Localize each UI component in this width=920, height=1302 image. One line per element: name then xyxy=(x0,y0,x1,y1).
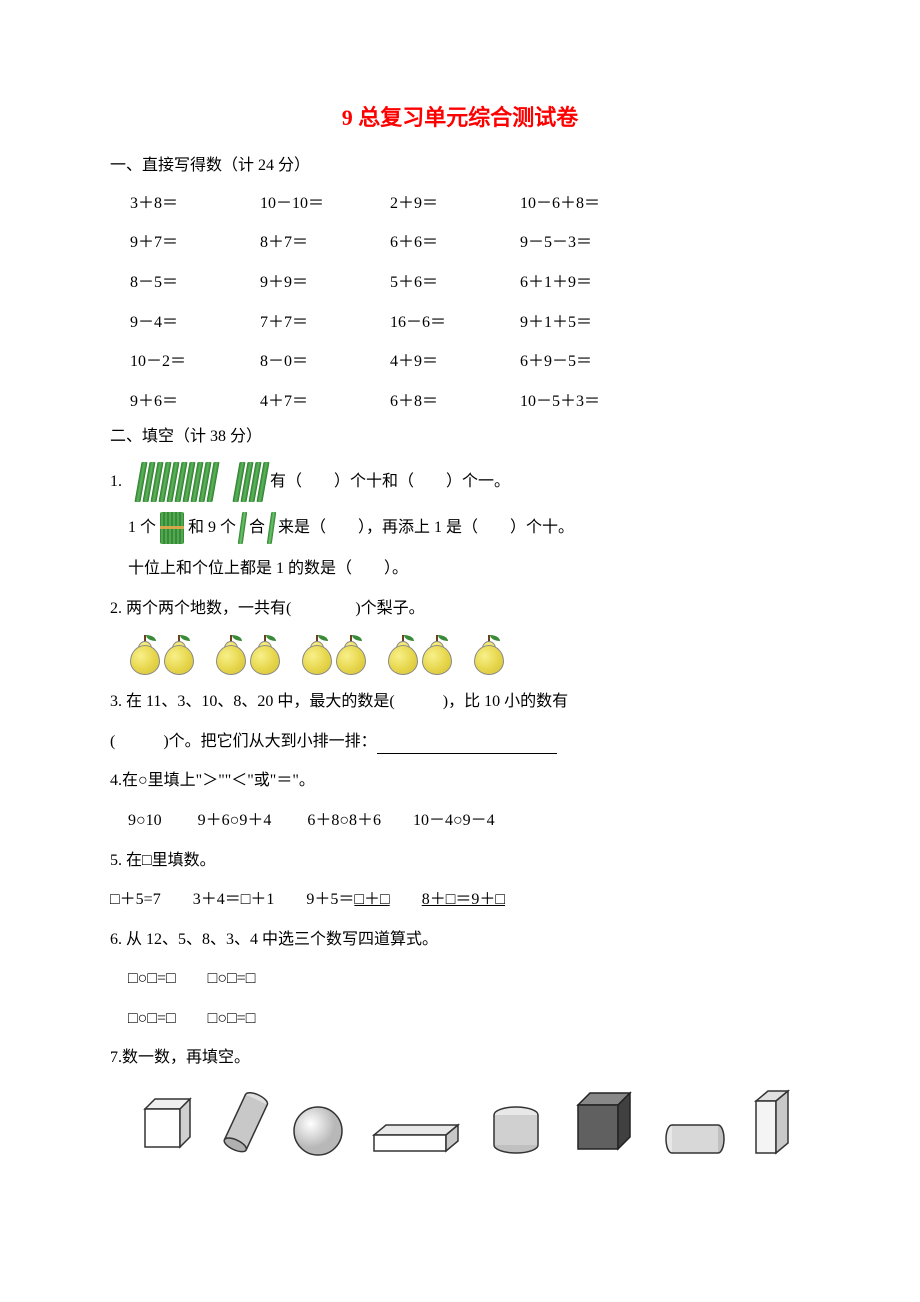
bundle-icon xyxy=(160,512,184,544)
math-cell: 6＋6＝ xyxy=(390,230,520,256)
q5-items: □＋5=7 3＋4＝□＋1 9＋5＝□＋□ 8＋□＝9＋□ xyxy=(110,887,810,913)
single-stick-icon xyxy=(267,512,276,544)
q1-l2-c: 合 xyxy=(249,515,265,541)
q1-l2-d: 来是（ ），再添上 1 是（ ）个十。 xyxy=(278,515,574,541)
q4-header: 4.在○里填上"＞""＜"或"＝"。 xyxy=(110,768,810,794)
pear-icon xyxy=(302,635,334,675)
math-cell: 5＋6＝ xyxy=(390,270,520,296)
stick-group-10 xyxy=(138,462,216,502)
q3-line-b: ( )个。把它们从大到小排一排： xyxy=(110,729,810,755)
q4-items: 9○10 9＋6○9＋4 6＋8○8＋6 10－4○9－4 xyxy=(128,808,810,834)
q1-number: 1. xyxy=(110,469,122,495)
cube-dark-icon xyxy=(566,1085,640,1159)
math-cell: 6＋9－5＝ xyxy=(520,349,670,375)
math-cell: 8－5＝ xyxy=(130,270,260,296)
math-cell: 2＋9＝ xyxy=(390,191,520,217)
q5-a: □＋5=7 3＋4＝□＋1 9＋5＝ xyxy=(110,891,354,908)
pear-icon xyxy=(130,635,162,675)
section1-header: 一、直接写得数（计 24 分） xyxy=(110,153,810,179)
q1-text: 有（ ）个十和（ ）个一。 xyxy=(270,469,510,495)
underline-blank xyxy=(377,738,557,754)
q2-header: 2. 两个两个地数，一共有( )个梨子。 xyxy=(110,596,810,622)
math-cell: 16－6＝ xyxy=(390,310,520,336)
math-cell: 9－4＝ xyxy=(130,310,260,336)
stick-group-4 xyxy=(236,462,266,502)
math-cell: 4＋7＝ xyxy=(260,389,390,415)
q6-line1: □○□=□ □○□=□ xyxy=(128,966,810,992)
q1-l2-b: 和 9 个 xyxy=(188,515,236,541)
pear-row xyxy=(130,635,810,675)
cuboid-flat-icon xyxy=(366,1119,466,1159)
math-cell: 9＋1＋5＝ xyxy=(520,310,670,336)
math-cell: 10－2＝ xyxy=(130,349,260,375)
math-cell: 9＋6＝ xyxy=(130,389,260,415)
cuboid-tall-icon xyxy=(750,1087,794,1159)
math-cell: 10－5＋3＝ xyxy=(520,389,670,415)
single-stick-icon xyxy=(238,512,247,544)
math-cell: 8－0＝ xyxy=(260,349,390,375)
section2-header: 二、填空（计 38 分） xyxy=(110,424,810,450)
q3-text: ( )个。把它们从大到小排一排： xyxy=(110,733,377,750)
pear-icon xyxy=(250,635,282,675)
sphere-icon xyxy=(290,1103,346,1159)
cylinder-short-icon xyxy=(486,1103,546,1159)
math-grid: 3＋8＝ 10－10＝ 2＋9＝ 10－6＋8＝ 9＋7＝ 8＋7＝ 6＋6＝ … xyxy=(130,191,810,415)
cube-icon xyxy=(130,1089,200,1159)
shapes-row xyxy=(130,1085,810,1159)
pear-icon xyxy=(336,635,368,675)
q5-c: 8＋□＝9＋□ xyxy=(422,891,505,908)
pear-icon xyxy=(422,635,454,675)
page-title: 9 总复习单元综合测试卷 xyxy=(110,100,810,135)
q6-line2: □○□=□ □○□=□ xyxy=(128,1006,810,1032)
math-cell: 7＋7＝ xyxy=(260,310,390,336)
cylinder-horizontal-icon xyxy=(660,1119,730,1159)
pear-icon xyxy=(164,635,196,675)
q5-header: 5. 在□里填数。 xyxy=(110,848,810,874)
q1-l2-a: 1 个 xyxy=(128,515,156,541)
math-cell: 3＋8＝ xyxy=(130,191,260,217)
math-cell: 9－5－3＝ xyxy=(520,230,670,256)
math-cell: 8＋7＝ xyxy=(260,230,390,256)
math-cell: 10－6＋8＝ xyxy=(520,191,670,217)
math-cell: 10－10＝ xyxy=(260,191,390,217)
math-cell: 4＋9＝ xyxy=(390,349,520,375)
q1-line3: 十位上和个位上都是 1 的数是（ ）。 xyxy=(128,556,810,582)
q1-line2: 1 个 和 9 个 合 来是（ ），再添上 1 是（ ）个十。 xyxy=(128,512,810,544)
pear-icon xyxy=(474,635,506,675)
q5-b: □＋□ xyxy=(354,891,389,908)
math-cell: 6＋1＋9＝ xyxy=(520,270,670,296)
q3-line-a: 3. 在 11、3、10、8、20 中，最大的数是( )，比 10 小的数有 xyxy=(110,689,810,715)
pear-icon xyxy=(388,635,420,675)
q7-header: 7.数一数，再填空。 xyxy=(110,1045,810,1071)
math-cell: 6＋8＝ xyxy=(390,389,520,415)
q1-line1: 1. 有（ ）个十和（ ）个一。 xyxy=(110,462,810,502)
math-cell: 9＋7＝ xyxy=(130,230,260,256)
pear-icon xyxy=(216,635,248,675)
q6-header: 6. 从 12、5、8、3、4 中选三个数写四道算式。 xyxy=(110,927,810,953)
cylinder-tilted-icon xyxy=(220,1089,270,1159)
math-cell: 9＋9＝ xyxy=(260,270,390,296)
